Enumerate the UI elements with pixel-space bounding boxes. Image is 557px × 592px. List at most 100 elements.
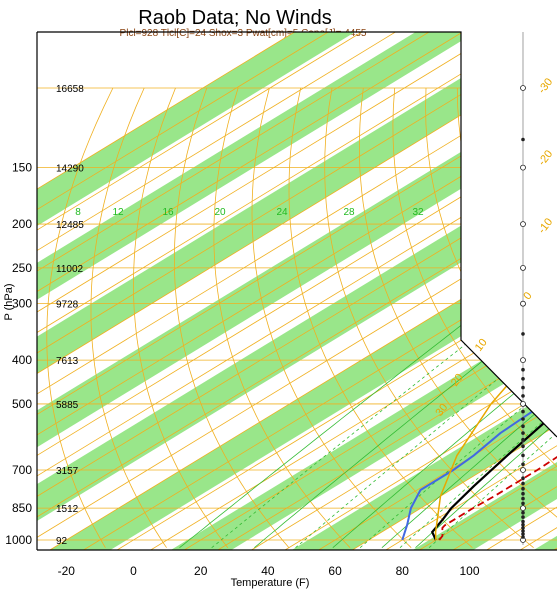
isotherm-label: -10: [536, 216, 555, 236]
height-label: 7613: [56, 356, 79, 367]
dry-adiabat-line: [173, 87, 290, 548]
isotherm-line: [184, 32, 557, 550]
mixing-ratio-line: [428, 242, 557, 548]
height-label: 16658: [56, 84, 84, 95]
pressure-tick-label: 200: [12, 217, 32, 231]
level-marker: [521, 522, 525, 527]
isotherm-line: [37, 32, 295, 550]
isotherm-label: 10: [473, 337, 490, 354]
isotherm-line: [37, 32, 557, 550]
isotherm-line: [37, 32, 557, 550]
isotherm-line: [37, 32, 557, 550]
level-marker: [521, 486, 525, 491]
level-marker: [521, 532, 525, 536]
level-marker: [521, 496, 525, 501]
level-marker: [521, 501, 525, 506]
isotherm-line: [318, 32, 557, 550]
level-marker: [521, 519, 525, 524]
dry-adiabat-line: [392, 87, 557, 549]
sounding-series: [401, 87, 557, 541]
level-marker: [521, 476, 525, 481]
dry-adiabat-line: [90, 87, 167, 548]
level-marker: [521, 526, 525, 530]
level-marker: [521, 409, 525, 414]
temperature-tick-label: 100: [459, 564, 479, 578]
mixing-ratio-line: [295, 242, 557, 549]
level-marker: [521, 431, 525, 435]
mixing-ratio-line: [415, 242, 557, 548]
isotherm-line: [37, 32, 363, 550]
isotherm-line: [251, 32, 557, 550]
level-marker: [520, 300, 526, 307]
level-marker: [521, 394, 525, 398]
isotherm-line: [37, 32, 557, 550]
isotherm-band: [37, 32, 477, 550]
level-marker: [521, 529, 525, 533]
isotherm-line: [37, 32, 557, 550]
pressure-tick-label: 500: [12, 397, 32, 411]
temperature-tick-labels: -20 0 20 40 60 80 100: [58, 564, 480, 578]
level-marker: [521, 137, 525, 142]
isotherm-line: [352, 32, 557, 550]
pressure-tick-label: 700: [12, 463, 32, 477]
dry-adiabat-line: [132, 87, 229, 548]
isotherm-label: 30: [433, 402, 450, 419]
height-label: 1512: [56, 504, 79, 515]
isotherm-band: [37, 32, 356, 550]
pressure-tick-label: 1000: [5, 533, 32, 547]
chart-subtitle: Plcl=928 Tlcl[C]=24 Shox=3 Pwat[cm]=5 Ca…: [120, 28, 367, 39]
pressure-tick-label: 150: [12, 161, 32, 175]
level-marker: [520, 357, 526, 364]
level-marker: [520, 400, 526, 407]
level-marker: [521, 332, 525, 336]
level-marker: [520, 264, 526, 271]
level-marker: [520, 164, 526, 171]
surface-parcel-line: [434, 223, 557, 541]
chart-title: Raob Data; No Winds: [138, 7, 331, 29]
mixing-ratio-line: [359, 242, 557, 549]
level-marker: [521, 417, 525, 421]
isotherm-line: [37, 32, 557, 550]
isotherm-label: 20: [449, 372, 466, 389]
pressure-tick-label: 850: [12, 501, 32, 515]
isotherm-line: [284, 32, 557, 550]
temperature-tick-label: 80: [396, 564, 410, 578]
isotherm-band: [37, 32, 557, 550]
height-labels: 16658 14290 12485 11002 9728 7613 5885 3157 1512…: [56, 84, 84, 547]
level-marker: [520, 505, 526, 512]
mixing-ratio-line: [179, 242, 557, 549]
pressure-tick-label: 250: [12, 261, 32, 275]
level-marker: [521, 510, 525, 515]
plot-area: [37, 32, 557, 550]
level-marker: [521, 535, 525, 539]
level-marker: [521, 491, 525, 496]
pressure-tick-label: 300: [12, 297, 32, 311]
level-marker: [520, 467, 526, 473]
mixing-ratio-label: 8: [75, 207, 81, 218]
height-label: 3157: [56, 466, 79, 477]
isotherm-line: [37, 32, 531, 550]
isotherm-line: [37, 32, 430, 550]
mixing-ratio-label: 12: [112, 207, 124, 218]
temperature-tick-label: 20: [194, 564, 208, 578]
isotherm-band: [37, 32, 557, 550]
temperature-tick-label: 0: [130, 564, 137, 578]
level-marker: [521, 437, 525, 442]
temperature-line: [430, 87, 557, 541]
y-axis-label: P (hPa): [3, 283, 15, 320]
isotherm-line: [37, 32, 557, 550]
isotherm-line: [217, 32, 557, 550]
height-label: 5885: [56, 400, 79, 411]
isotherm-line: [37, 32, 497, 550]
level-marker: [521, 385, 525, 390]
dry-adiabat-line: [251, 87, 412, 548]
level-marker: [521, 462, 525, 467]
level-marker: [521, 444, 525, 449]
x-axis-label: Temperature (F): [231, 577, 310, 589]
isotherm-line: [37, 32, 396, 550]
isotherm-line: [150, 32, 557, 550]
dry-adiabat-line: [324, 87, 534, 549]
dry-adiabat-line: [358, 87, 557, 549]
mixing-ratio-labels: 8 12 16 20 24 28 32: [75, 207, 424, 218]
